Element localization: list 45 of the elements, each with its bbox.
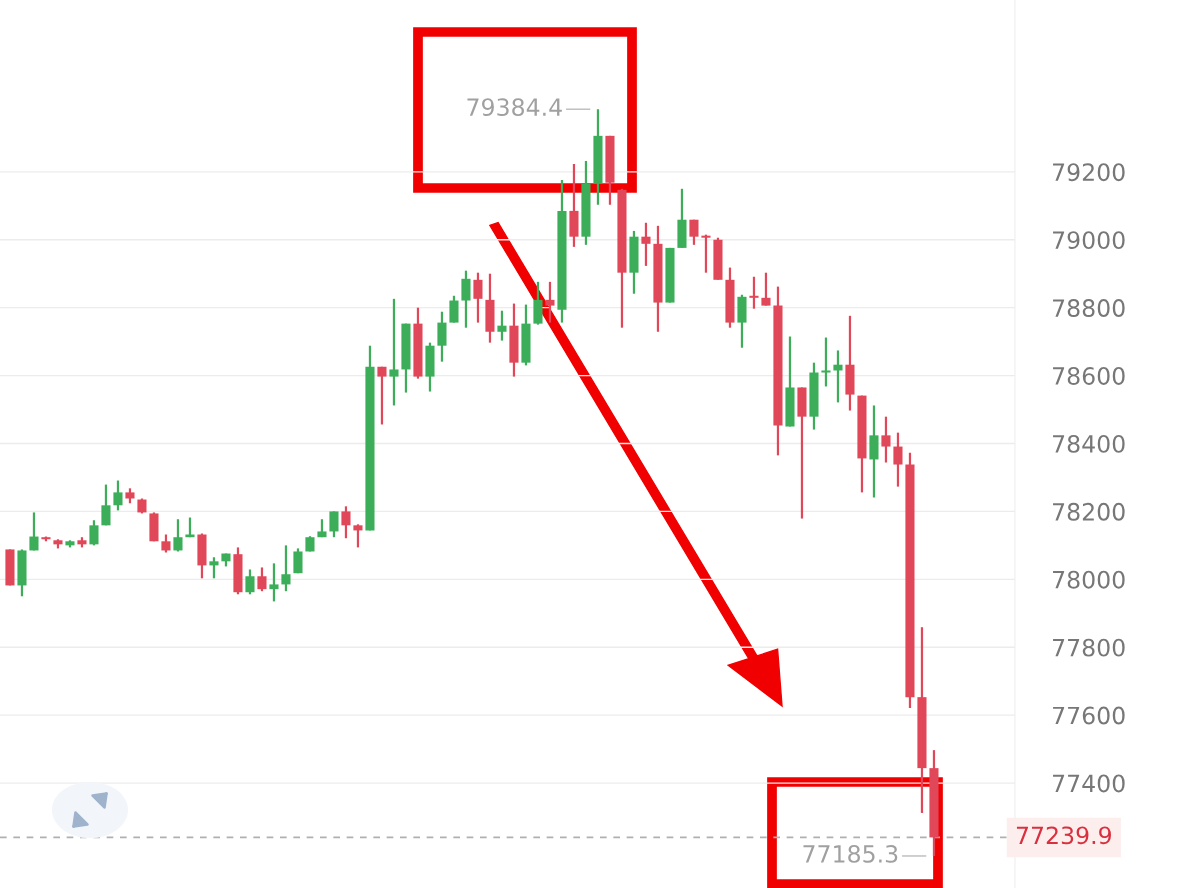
y-tick-label: 78000: [1053, 570, 1125, 589]
candlestick: [701, 233, 711, 274]
candlestick: [545, 280, 555, 324]
y-tick-label: 77600: [1053, 706, 1125, 725]
candlestick: [497, 309, 507, 342]
annotation: 79384.4: [467, 98, 562, 117]
annotation: 77185.3: [803, 844, 898, 863]
candlestick: [245, 568, 255, 596]
candlestick: [821, 336, 831, 388]
candlestick: [377, 365, 387, 426]
candlestick: [329, 510, 339, 539]
y-tick-label: 78800: [1053, 299, 1125, 317]
candlestick: [341, 505, 351, 540]
candlestick: [293, 547, 303, 575]
candlestick: [761, 271, 771, 307]
candlestick: [173, 518, 183, 553]
candlestick: [389, 297, 399, 407]
candlestick: [257, 566, 267, 593]
candlestick: [449, 294, 459, 324]
candlestick: [749, 275, 759, 310]
candlestick: [101, 483, 111, 527]
candlestick: [89, 519, 99, 547]
y-tick-label: 77400: [1053, 774, 1125, 793]
candlestick: [209, 556, 219, 580]
candlestick: [833, 349, 843, 404]
y-tick-label: 78400: [1053, 434, 1125, 453]
y-tick-label: 78600: [1053, 367, 1125, 385]
candlestick: [533, 280, 543, 326]
candlestick: [437, 310, 447, 363]
candlestick: [29, 511, 39, 552]
candlestick: [353, 523, 363, 549]
candlestick: [113, 479, 123, 512]
y-tick-label: 78200: [1053, 502, 1125, 521]
candlestick: [461, 269, 471, 329]
candlestick: [689, 218, 699, 246]
y-tick-label: 77800: [1053, 638, 1125, 657]
candlestick: [269, 562, 279, 603]
candlestick: [641, 221, 651, 267]
y-tick-label: 79000: [1053, 231, 1125, 250]
ref-line-label: 77239.9: [1016, 826, 1111, 845]
candlestick: [881, 415, 891, 464]
y-tick-label: 79200: [1053, 163, 1125, 182]
candlestick: [281, 544, 291, 593]
candlestick: [893, 431, 903, 488]
candlestick: [473, 271, 483, 324]
